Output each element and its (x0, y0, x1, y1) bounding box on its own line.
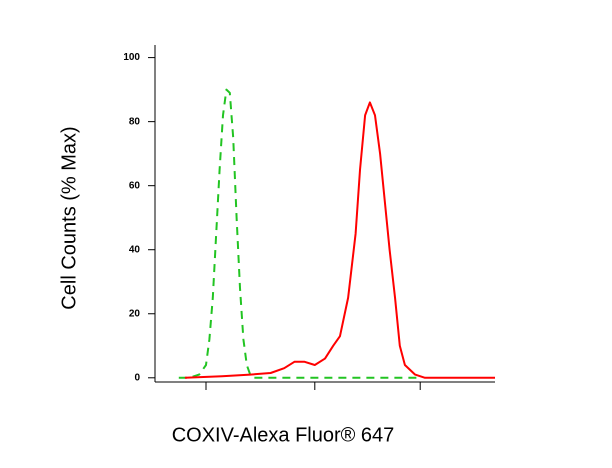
y-tick-label: 20 (129, 308, 141, 319)
series-line (184, 101, 495, 379)
series-line (178, 88, 421, 379)
y-tick-label: 40 (129, 244, 141, 255)
x-axis-label: COXIV-Alexa Fluor® 647 (172, 424, 395, 446)
y-axis-label: Cell Counts (% Max) (58, 126, 80, 309)
y-tick-label: 0 (134, 372, 140, 383)
y-tick-label: 100 (123, 52, 140, 63)
y-tick-label: 60 (129, 180, 141, 191)
y-tick-label: 80 (129, 116, 141, 127)
